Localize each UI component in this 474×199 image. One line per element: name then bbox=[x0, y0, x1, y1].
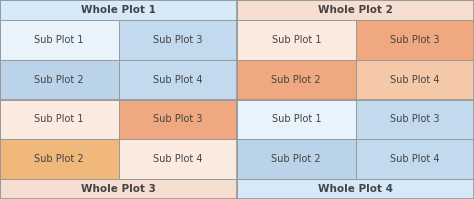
Text: Whole Plot 3: Whole Plot 3 bbox=[81, 184, 156, 194]
Text: Whole Plot 1: Whole Plot 1 bbox=[81, 5, 156, 15]
Text: Sub Plot 1: Sub Plot 1 bbox=[272, 114, 321, 124]
Bar bbox=[237, 20, 356, 60]
Text: Sub Plot 2: Sub Plot 2 bbox=[272, 154, 321, 164]
Bar bbox=[356, 139, 474, 179]
Text: Sub Plot 2: Sub Plot 2 bbox=[272, 75, 321, 85]
Text: Sub Plot 1: Sub Plot 1 bbox=[272, 35, 321, 45]
Text: Sub Plot 1: Sub Plot 1 bbox=[35, 35, 84, 45]
Text: Sub Plot 4: Sub Plot 4 bbox=[153, 154, 202, 164]
Text: Sub Plot 2: Sub Plot 2 bbox=[35, 154, 84, 164]
Bar bbox=[237, 60, 356, 100]
Text: Sub Plot 4: Sub Plot 4 bbox=[153, 75, 202, 85]
Text: Sub Plot 2: Sub Plot 2 bbox=[35, 75, 84, 85]
Bar bbox=[118, 139, 237, 179]
Bar bbox=[237, 139, 356, 179]
Text: Sub Plot 4: Sub Plot 4 bbox=[390, 75, 439, 85]
Bar bbox=[118, 100, 237, 139]
Text: Whole Plot 4: Whole Plot 4 bbox=[318, 184, 393, 194]
Text: Sub Plot 3: Sub Plot 3 bbox=[153, 35, 202, 45]
Bar bbox=[118, 20, 237, 60]
Bar bbox=[356, 20, 474, 60]
Bar bbox=[356, 60, 474, 100]
Bar bbox=[0, 60, 118, 100]
Bar bbox=[237, 179, 474, 199]
Text: Sub Plot 3: Sub Plot 3 bbox=[390, 114, 439, 124]
Text: Sub Plot 1: Sub Plot 1 bbox=[35, 114, 84, 124]
Text: Sub Plot 4: Sub Plot 4 bbox=[390, 154, 439, 164]
Text: Whole Plot 2: Whole Plot 2 bbox=[318, 5, 393, 15]
Text: Sub Plot 3: Sub Plot 3 bbox=[390, 35, 439, 45]
Bar bbox=[0, 100, 118, 139]
Bar bbox=[0, 0, 237, 20]
Bar bbox=[356, 100, 474, 139]
Bar bbox=[0, 179, 237, 199]
Bar bbox=[118, 60, 237, 100]
Bar bbox=[237, 100, 356, 139]
Text: Sub Plot 3: Sub Plot 3 bbox=[153, 114, 202, 124]
Bar bbox=[0, 20, 118, 60]
Bar bbox=[0, 139, 118, 179]
Bar bbox=[237, 0, 474, 20]
